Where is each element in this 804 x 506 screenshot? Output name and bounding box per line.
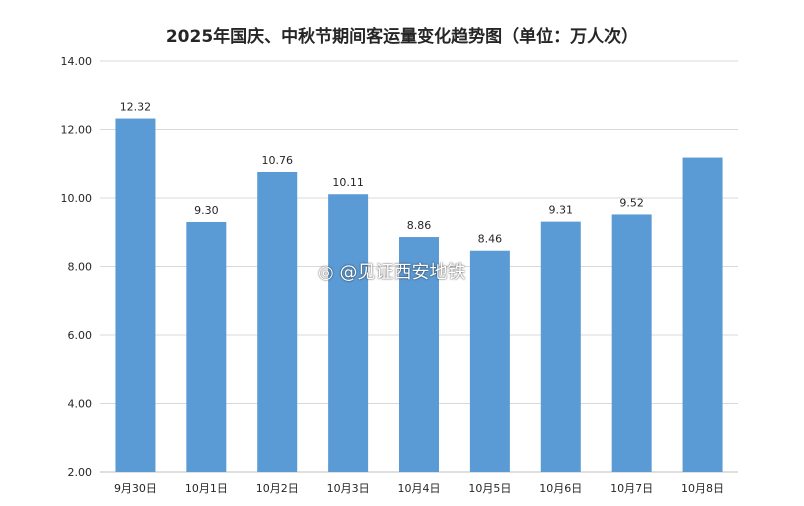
x-tick-label: 9月30日 (114, 482, 157, 495)
y-tick-label: 2.00 (68, 466, 93, 479)
bar (186, 221, 227, 472)
y-tick-label: 8.00 (68, 261, 93, 274)
x-tick-label: 10月2日 (256, 482, 299, 495)
data-label: 9.30 (194, 204, 219, 217)
bar (611, 214, 652, 472)
data-label: 10.11 (332, 176, 364, 189)
bar (399, 237, 439, 472)
y-tick-label: 6.00 (68, 329, 93, 342)
chart-title: 2025年国庆、中秋节期间客运量变化趋势图（单位：万人次） (165, 27, 639, 47)
y-tick-label: 4.00 (68, 398, 93, 411)
x-tick-label: 10月3日 (327, 482, 370, 495)
data-label: 12.32 (120, 101, 152, 114)
weibo-icon: ◎ (318, 262, 334, 283)
x-tick-label: 10月5日 (468, 482, 511, 495)
x-tick-label: 10月1日 (185, 482, 228, 495)
data-label: 9.52 (619, 196, 644, 209)
bar (682, 157, 723, 472)
bar (328, 194, 369, 473)
weibo-watermark: ◎ @见证西安地铁 (318, 258, 465, 284)
y-tick-label: 10.00 (61, 192, 93, 205)
y-tick-label: 12.00 (61, 124, 93, 137)
bar (469, 250, 510, 472)
watermark-text: @见证西安地铁 (339, 262, 466, 283)
data-label: 9.31 (549, 204, 574, 217)
data-label: 10.76 (261, 154, 293, 167)
data-label: 8.86 (407, 219, 432, 232)
x-tick-label: 10月6日 (539, 482, 582, 495)
x-tick-label: 10月8日 (681, 482, 724, 495)
data-label: 8.46 (478, 233, 503, 246)
x-tick-label: 10月7日 (610, 482, 653, 495)
y-tick-label: 14.00 (61, 55, 93, 68)
x-tick-label: 10月4日 (398, 482, 441, 495)
bar (257, 171, 298, 472)
bar (115, 118, 156, 472)
bar (540, 221, 581, 472)
